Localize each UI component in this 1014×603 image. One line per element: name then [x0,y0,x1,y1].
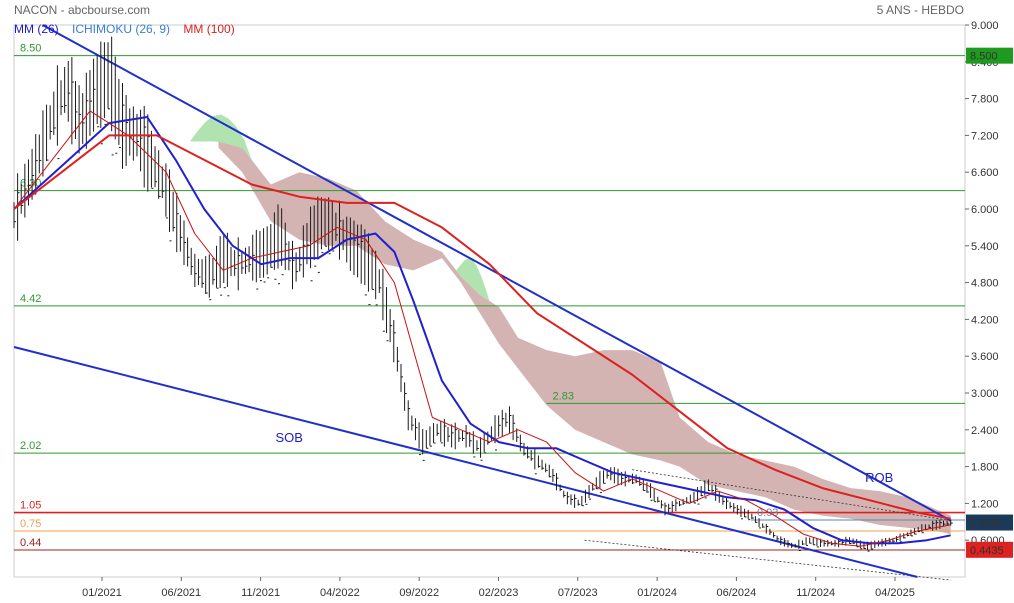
legend-mm100: MM (100) [183,22,235,36]
y-tick-label-10: 3.000 [971,388,999,400]
x-tick-label-1: 06/2021 [161,587,201,599]
level-label-3: 2.83 [553,390,574,402]
y-tick-label-0: 9.000 [971,20,999,32]
x-tick-label-0: 01/2021 [82,587,122,599]
level-label-0: 8.50 [20,43,41,55]
level-label-2: 4.42 [20,293,41,305]
trendline-lower [13,346,918,578]
x-tick-label-9: 11/2024 [796,587,835,599]
x-tick-label-10: 04/2025 [875,587,915,599]
x-tick-label-4: 09/2022 [399,587,439,599]
series-tenkan [13,110,951,547]
indicator-legend: MM (26) ICHIMOKU (26, 9) MM (100) [14,22,245,36]
level-label-6: 0.93 [757,507,778,519]
y-tick-label-2: 7.800 [971,94,999,106]
level-label-4: 2.02 [20,440,41,452]
plot-frame [13,24,966,578]
channel-line-1 [632,469,951,521]
price-tag-bg-2 [966,541,1013,558]
annotation-1: ROB [865,470,893,485]
y-tick-label-7: 4.800 [971,278,999,290]
ichimoku-cloud-bullish-1 [456,258,490,301]
legend-ichimoku: ICHIMOKU (26, 9) [72,22,171,36]
annotation-0: SOB [276,430,303,445]
series-mm26 [13,116,951,545]
price-tag-1: 0.8880 [970,518,1004,530]
chart-header-source: NACON - abcbourse.com [14,3,151,17]
level-label-7: 0.75 [20,518,41,530]
x-tick-label-6: 07/2023 [558,587,598,599]
legend-mm26: MM (26) [14,22,59,36]
channel-line-0 [584,539,951,581]
y-tick-label-5: 6.000 [971,204,999,216]
level-label-5: 1.05 [20,500,41,512]
y-tick-label-8: 4.200 [971,314,999,326]
y-tick-label-11: 2.400 [971,425,999,437]
ichimoku-cloud-bearish [218,141,951,535]
x-tick-label-8: 06/2024 [717,587,757,599]
y-tick-label-4: 6.600 [971,167,999,179]
x-tick-label-7: 01/2024 [637,587,677,599]
y-tick-label-9: 3.600 [971,351,999,363]
y-tick-label-3: 7.200 [971,130,999,142]
price-tag-0: 8.500 [970,51,998,63]
series-mm100 [13,134,951,520]
price-tag-2: 0.4435 [970,545,1004,557]
x-tick-label-3: 04/2022 [320,587,360,599]
price-tag-bg-0 [966,47,1013,64]
y-tick-label-6: 5.400 [971,241,999,253]
y-tick-label-12: 1.800 [971,462,999,474]
ichimoku-cloud-bullish-0 [189,114,252,160]
level-label-8: 0.44 [20,537,41,549]
chart-header-period: 5 ANS - HEBDO [876,3,964,17]
x-tick-label-2: 11/2021 [241,587,280,599]
x-tick-label-5: 02/2023 [479,587,519,599]
y-tick-label-13: 1.200 [971,498,999,510]
price-tag-bg-1 [966,514,1013,531]
